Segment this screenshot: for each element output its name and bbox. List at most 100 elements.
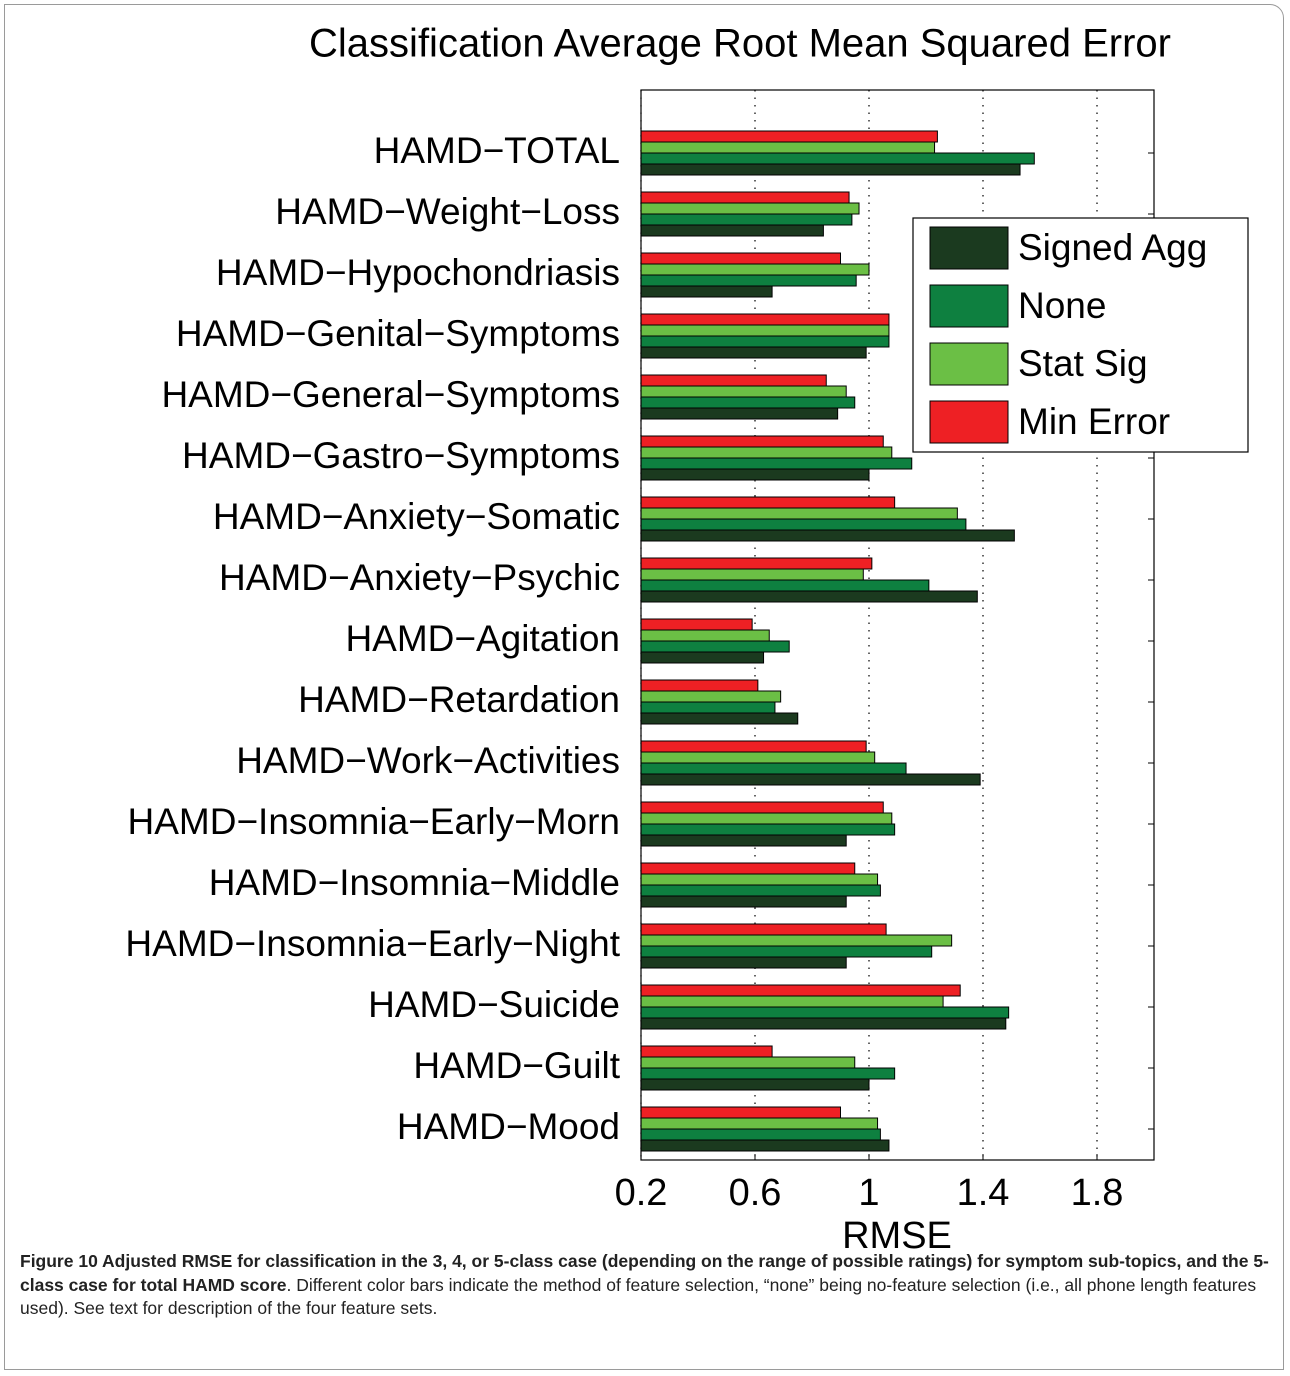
bar	[640, 407, 839, 420]
y-tick-label: HAMD−Work−Activities	[236, 740, 620, 781]
bar	[640, 834, 847, 847]
bar	[640, 873, 879, 886]
bar	[640, 191, 850, 204]
y-tick-label: HAMD−TOTAL	[374, 130, 620, 171]
y-tick-label: HAMD−Retardation	[298, 679, 620, 720]
bar	[640, 313, 890, 326]
x-tick-label: 0.6	[729, 1172, 782, 1214]
bar	[640, 762, 907, 775]
caption: Figure 10 Adjusted RMSE for classificati…	[20, 1250, 1270, 1321]
bar	[640, 812, 893, 825]
y-tick-label: HAMD−Insomnia−Middle	[209, 862, 620, 903]
y-tick-label: HAMD−General−Symptoms	[161, 374, 620, 415]
bar	[640, 895, 847, 908]
y-tick-label: HAMD−Insomnia−Early−Night	[125, 923, 620, 964]
bar	[640, 285, 773, 298]
bar	[640, 346, 867, 359]
bar	[640, 446, 893, 459]
bar	[640, 629, 770, 642]
y-tick-label: HAMD−Insomnia−Early−Morn	[128, 801, 621, 842]
bar	[640, 579, 930, 592]
bar	[640, 496, 896, 509]
bar	[640, 1056, 856, 1069]
y-tick-label: HAMD−Gastro−Symptoms	[182, 435, 620, 476]
bar	[640, 374, 827, 387]
bar	[640, 862, 856, 875]
bar	[640, 923, 887, 936]
bar	[640, 884, 881, 897]
bar	[640, 945, 933, 958]
y-tick-label: HAMD−Mood	[397, 1106, 620, 1147]
x-tick-label: 1.4	[957, 1172, 1010, 1214]
bar	[640, 1045, 773, 1058]
bar	[640, 618, 753, 631]
bar	[640, 224, 824, 237]
bar	[640, 712, 799, 725]
bar	[640, 773, 981, 786]
bar	[640, 1078, 870, 1091]
bar	[640, 1017, 1007, 1030]
x-axis-label: RMSE	[842, 1215, 952, 1250]
legend-label: Min Error	[1018, 401, 1170, 442]
bar	[640, 141, 936, 154]
bar	[640, 956, 847, 969]
bar	[640, 1006, 1010, 1019]
bar	[640, 995, 944, 1008]
y-tick-label: HAMD−Anxiety−Psychic	[219, 557, 620, 598]
chart: Classification Average Root Mean Squared…	[125, 22, 1249, 1250]
bar	[640, 213, 853, 226]
bar	[640, 518, 967, 531]
bar	[640, 335, 890, 348]
legend-label: None	[1018, 285, 1106, 326]
caption-text: . Different color bars indicate the meth…	[20, 1274, 1257, 1319]
bar	[640, 252, 841, 265]
bar	[640, 651, 765, 664]
caption-bold: Figure 10 Adjusted RMSE for classificati…	[20, 1251, 1269, 1295]
bar	[640, 152, 1035, 165]
bar	[640, 324, 890, 337]
bar	[640, 751, 876, 764]
bar	[640, 468, 870, 481]
bar	[640, 823, 896, 836]
bar	[640, 529, 1015, 542]
legend-label: Stat Sig	[1018, 343, 1148, 384]
bar	[640, 507, 958, 520]
y-tick-label: HAMD−Hypochondriasis	[216, 252, 620, 293]
bar	[640, 801, 884, 814]
bar	[640, 130, 938, 143]
plot-frame	[640, 89, 1155, 1161]
figure-frame	[4, 4, 1284, 1370]
bar	[640, 1128, 881, 1141]
y-tick-label: HAMD−Weight−Loss	[275, 191, 620, 232]
bar	[640, 740, 867, 753]
y-tick-label: HAMD−Genital−Symptoms	[176, 313, 620, 354]
bar	[640, 274, 857, 287]
bar	[640, 690, 782, 703]
legend-swatch	[929, 342, 1009, 386]
y-tick-label: HAMD−Anxiety−Somatic	[213, 496, 620, 537]
x-tick-label: 0.2	[615, 1172, 668, 1214]
bar	[640, 396, 856, 409]
bar	[640, 263, 870, 276]
bar	[640, 640, 790, 653]
bar	[640, 202, 860, 215]
bar	[640, 385, 847, 398]
bar	[640, 1106, 841, 1119]
legend-label: Signed Agg	[1018, 227, 1207, 268]
bar	[640, 457, 913, 470]
bar	[640, 701, 776, 714]
bar	[640, 984, 961, 997]
x-tick-label: 1	[858, 1172, 879, 1214]
bar	[640, 1117, 879, 1130]
y-tick-label: HAMD−Agitation	[345, 618, 620, 659]
bar	[640, 163, 1021, 176]
y-tick-label: HAMD−Guilt	[413, 1045, 620, 1086]
legend-swatch	[929, 226, 1009, 270]
legend-swatch	[929, 284, 1009, 328]
legend-swatch	[929, 400, 1009, 444]
bar	[640, 557, 873, 570]
bar	[640, 1067, 896, 1080]
x-tick-label: 1.8	[1071, 1172, 1124, 1214]
bar	[640, 934, 953, 947]
